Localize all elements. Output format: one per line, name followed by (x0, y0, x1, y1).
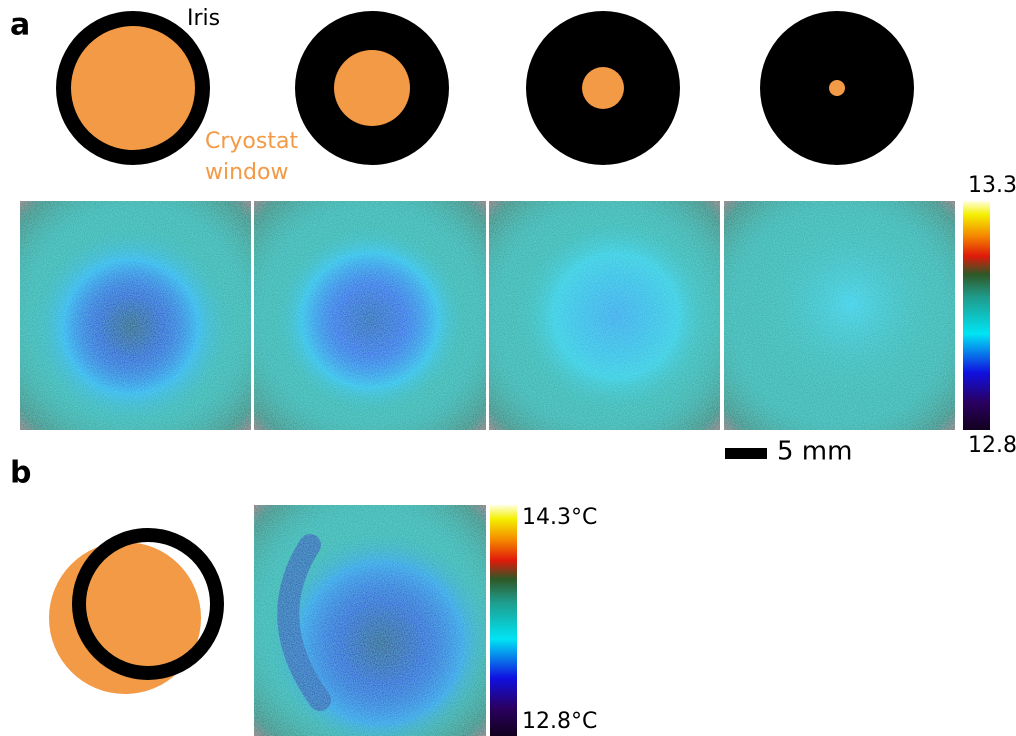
panel-label: b (10, 456, 31, 491)
colorbar-max-label: 13.3°C (968, 173, 1016, 198)
aperture (582, 67, 624, 109)
window-label: window (205, 160, 288, 185)
scale-bar-label: 5 mm (777, 437, 852, 467)
thermal-image (20, 201, 251, 430)
colorbar-max-label: 14.3°C (522, 505, 597, 530)
aperture (829, 80, 845, 96)
scale-bar (725, 448, 767, 459)
colorbar-min-label: 12.8°C (968, 433, 1016, 458)
figure: a Iris Cryostat window 13.3°C 12.8°C 5 m… (0, 0, 1016, 736)
thermal-image (254, 201, 486, 430)
thermal-image (724, 201, 955, 430)
aperture (71, 26, 195, 150)
colorbar-min-label: 12.8°C (522, 709, 597, 734)
aperture (334, 50, 410, 126)
colorbar (490, 505, 517, 736)
window-label: Cryostat (205, 129, 298, 154)
thermal-image (489, 201, 720, 430)
panel-label: a (10, 8, 30, 43)
iris-diagrams (56, 11, 914, 165)
thermal-images (20, 201, 955, 430)
thermal-image (254, 505, 486, 736)
iris-label: Iris (187, 6, 220, 31)
colorbar (963, 201, 990, 430)
